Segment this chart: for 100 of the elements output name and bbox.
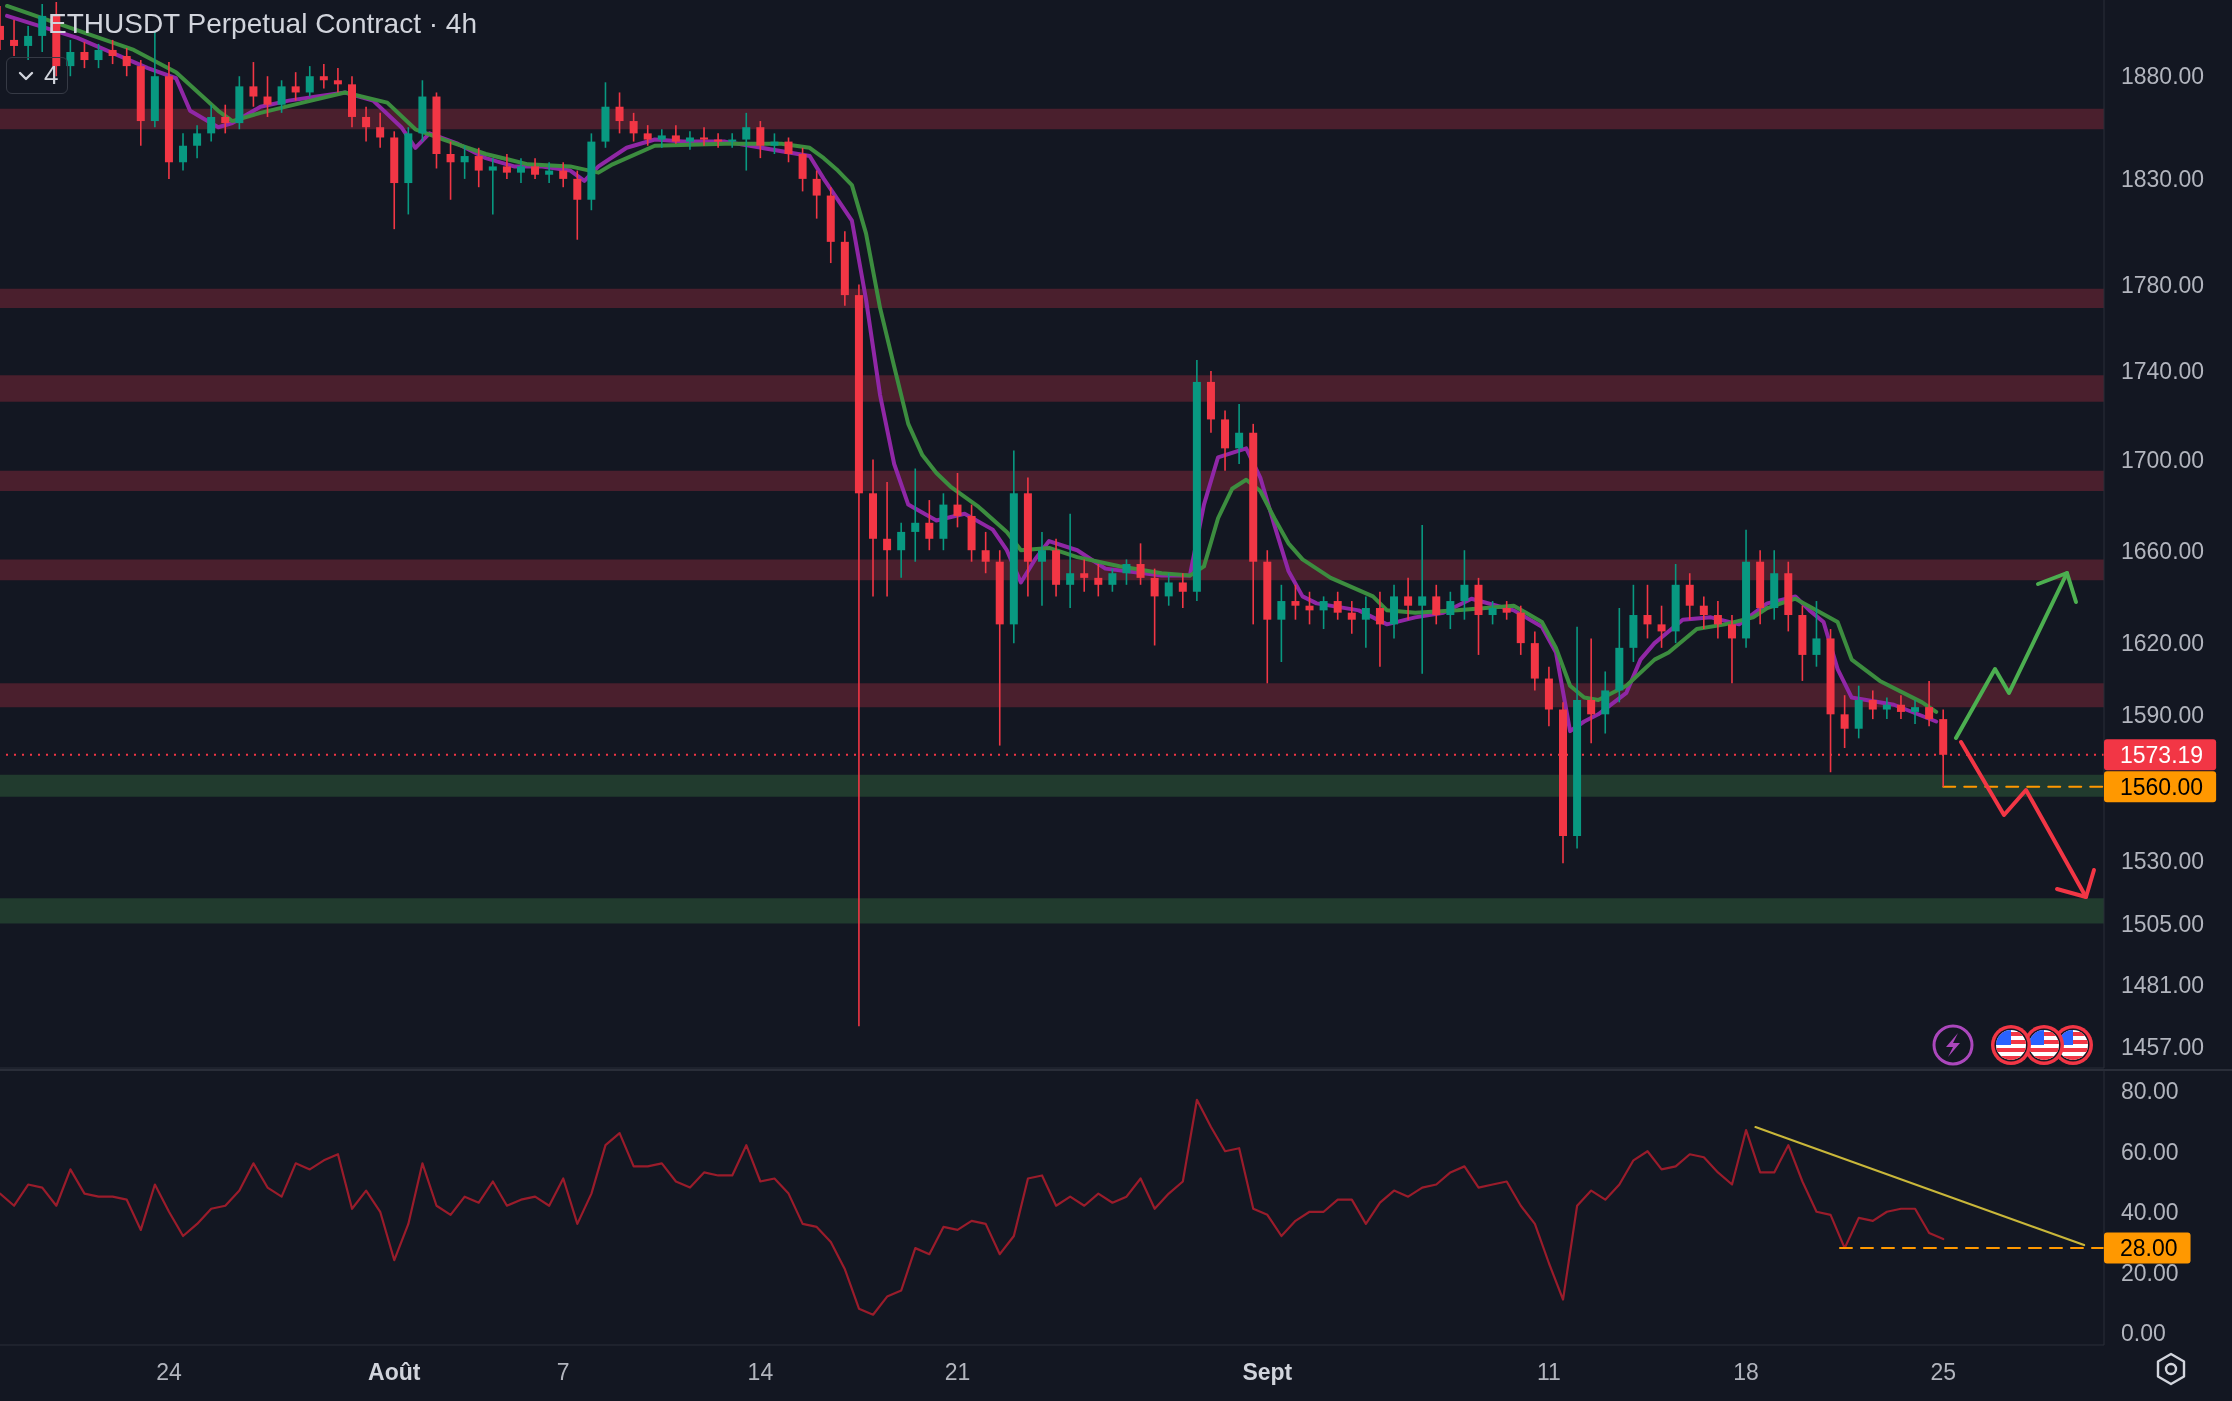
candlestick (1812, 600, 1821, 668)
candlestick (179, 132, 188, 172)
line-series (0, 1098, 1945, 1316)
candlestick (80, 41, 89, 69)
candlestick (573, 169, 582, 241)
candlestick (1601, 670, 1610, 735)
y-tick-label: 1830.00 (2121, 166, 2205, 193)
candlestick (1122, 558, 1131, 586)
candlestick (1643, 584, 1652, 640)
candlestick (460, 144, 469, 180)
candlestick (1868, 689, 1877, 720)
data-label: 1560.00 (2120, 774, 2204, 801)
candlestick (1587, 637, 1596, 744)
x-tick-label: 18 (1733, 1359, 1759, 1386)
candlestick (474, 146, 483, 189)
candlestick (277, 79, 286, 114)
candlestick (685, 130, 694, 151)
candlestick (221, 103, 230, 135)
candlestick (1685, 572, 1694, 621)
candlestick (362, 105, 371, 143)
candlestick (376, 112, 385, 149)
y-tick-label: 60.00 (2121, 1138, 2179, 1165)
candlestick (1446, 590, 1455, 630)
x-tick-label: 14 (747, 1359, 774, 1386)
candlestick (108, 39, 117, 65)
candlestick (1657, 604, 1666, 649)
candlestick (333, 67, 342, 94)
candlestick (643, 124, 652, 147)
candlestick (925, 499, 934, 552)
candlestick (516, 157, 525, 184)
candlestick (1502, 600, 1511, 621)
candlestick (1347, 600, 1356, 635)
candlestick (615, 91, 624, 135)
candlestick (1150, 567, 1159, 647)
candlestick (629, 112, 638, 143)
candlestick (24, 25, 33, 61)
x-tick-label: 11 (1537, 1359, 1561, 1386)
candlestick (545, 161, 554, 184)
candlestick (671, 124, 680, 145)
y-tick-label: 1457.00 (2121, 1034, 2205, 1061)
y-tick-label: 1505.00 (2121, 910, 2205, 937)
candlestick (1277, 584, 1286, 663)
candlestick (263, 75, 272, 118)
y-tick-label: 80.00 (2121, 1077, 2179, 1104)
candlestick (1713, 600, 1722, 640)
candlestick (1460, 549, 1469, 621)
candlestick (38, 3, 47, 53)
candlestick (897, 521, 906, 579)
y-tick-label: 40.00 (2121, 1199, 2179, 1226)
candlestick (1925, 680, 1934, 728)
candlestick (1404, 577, 1413, 621)
candlestick (700, 126, 709, 147)
data-label: 28.00 (2120, 1235, 2178, 1262)
candlestick (1319, 595, 1328, 630)
x-tick-label: 24 (156, 1359, 182, 1386)
x-tick-label: Sept (1242, 1359, 1293, 1386)
candlestick (1178, 572, 1187, 609)
candlestick (1164, 572, 1173, 607)
candlestick (1291, 584, 1300, 621)
candlestick (1375, 590, 1384, 668)
candlestick (249, 61, 258, 108)
candlestick (953, 472, 962, 529)
candlestick (911, 467, 920, 563)
x-tick-label: 25 (1930, 1359, 1957, 1386)
candlestick (488, 157, 497, 216)
ref-line-label: 1573.19 (2120, 742, 2204, 769)
candlestick (193, 124, 202, 159)
y-tick-label: 1700.00 (2121, 446, 2205, 473)
y-tick-label: 1481.00 (2121, 972, 2205, 999)
candlestick (122, 47, 131, 78)
candlestick (531, 157, 540, 180)
y-tick-label: 0.00 (2121, 1320, 2166, 1347)
y-tick-label: 1780.00 (2121, 271, 2205, 298)
y-tick-label: 20.00 (2121, 1259, 2179, 1286)
candlestick (981, 531, 990, 575)
candlestick (1896, 694, 1905, 720)
candlestick (1882, 696, 1891, 720)
candlestick (291, 71, 300, 102)
candlestick (1080, 558, 1089, 593)
y-tick-label: 1740.00 (2121, 358, 2205, 385)
candlestick (305, 65, 314, 98)
annotation: 4 (44, 60, 59, 91)
x-tick-label: 21 (944, 1359, 971, 1386)
candlestick (728, 132, 737, 149)
candlestick (1235, 403, 1244, 465)
candlestick (1911, 699, 1920, 725)
candlestick (784, 136, 793, 164)
candlestick (1094, 563, 1103, 598)
candlestick (1037, 531, 1046, 607)
candlestick (1488, 600, 1497, 626)
candlestick (319, 63, 328, 90)
candlestick (1840, 694, 1849, 749)
candlestick (1108, 567, 1117, 593)
candlestick (1418, 524, 1427, 675)
candlestick (502, 153, 511, 180)
candlestick (770, 132, 779, 155)
candlestick (1136, 542, 1145, 586)
candlestick (883, 481, 892, 598)
candlestick (94, 43, 103, 69)
candlestick (657, 128, 666, 149)
